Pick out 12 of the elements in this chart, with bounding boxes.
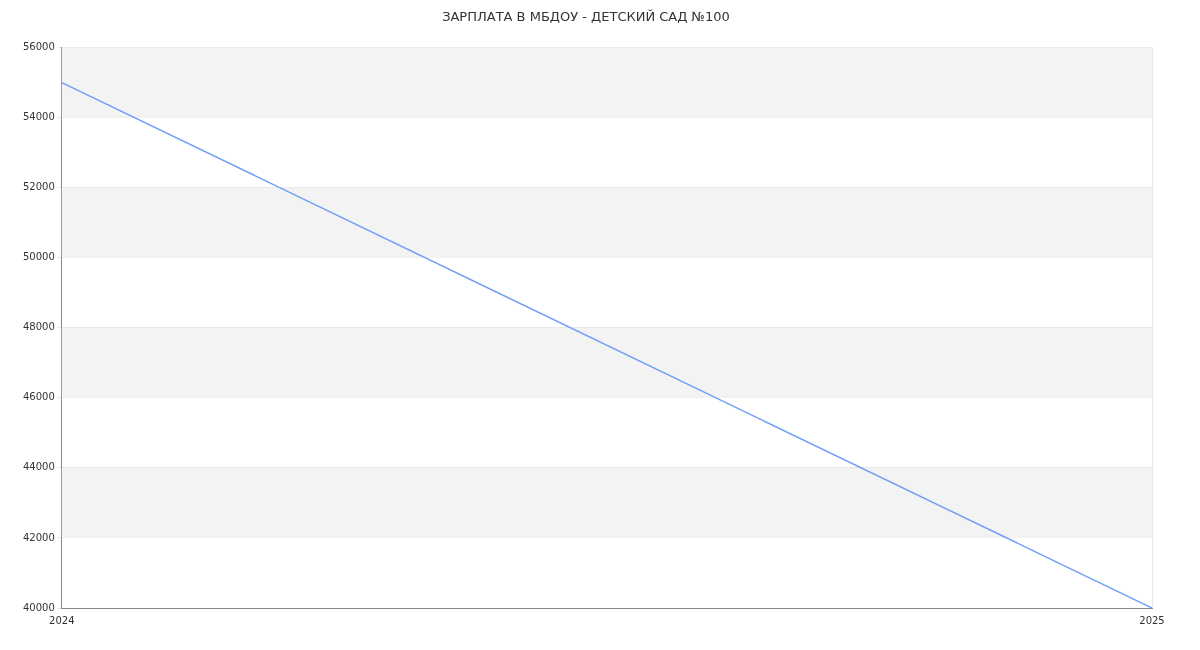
y-tick-label: 50000 xyxy=(23,251,55,263)
y-tick-label: 56000 xyxy=(23,41,55,53)
x-tick-label: 2024 xyxy=(49,614,75,626)
y-tick-label: 42000 xyxy=(23,531,55,543)
y-tick-label: 44000 xyxy=(23,461,55,473)
y-tick-label: 40000 xyxy=(23,601,55,613)
chart-title: ЗАРПЛАТА В МБДОУ - ДЕТСКИЙ САД №100 xyxy=(442,9,730,25)
y-tick-label: 48000 xyxy=(23,321,55,333)
y-tick-label: 54000 xyxy=(23,111,55,123)
y-tick-label: 46000 xyxy=(23,391,55,403)
y-tick-label: 52000 xyxy=(23,181,55,193)
x-tick-label: 2025 xyxy=(1139,614,1165,626)
